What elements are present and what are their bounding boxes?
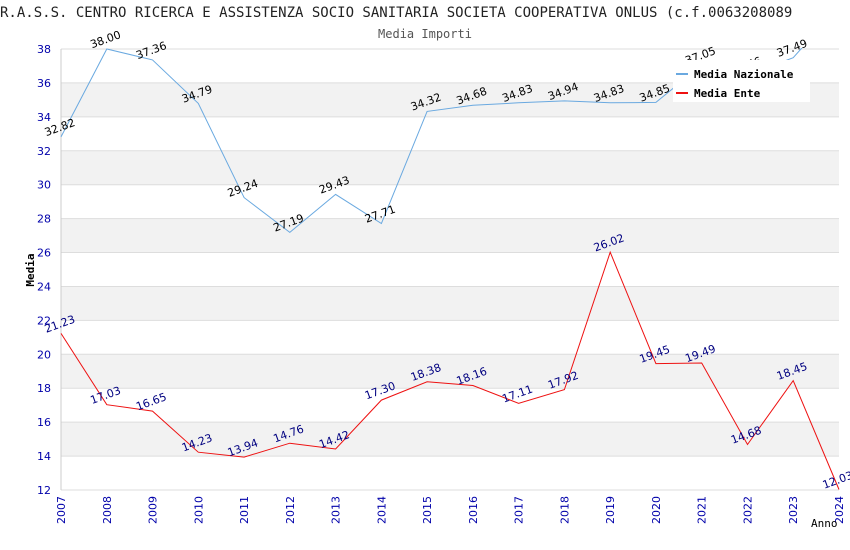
chart-subtitle: Media Importi [378,27,472,41]
grid-band [61,354,839,389]
x-tick-label: 2015 [421,496,434,524]
grid-band [61,422,839,457]
data-label: 37.36 [134,39,168,62]
y-tick-label: 20 [37,348,51,361]
legend: Media Nazionale Media Ente [673,60,810,102]
data-label: 37.49 [775,37,809,60]
x-axis-ticks: 2007 2008 2009 2010 2011 2012 2013 2014 2015 2016… [55,496,846,524]
y-tick-label: 22 [37,314,51,327]
chart-title: R.A.S.S. CENTRO RICERCA E ASSISTENZA SOC… [0,5,793,21]
x-tick-label: 2021 [696,496,709,524]
x-tick-label: 2020 [650,496,663,524]
grid-lines [60,48,839,491]
x-tick-label: 2017 [513,496,526,524]
legend-box [673,60,810,102]
grid-bands [61,82,839,457]
series-line-ente [60,250,840,490]
x-tick-label: 2019 [604,496,617,524]
y-tick-label: 18 [37,382,51,395]
y-tick-label: 38 [37,43,51,56]
data-label: 16.65 [134,390,168,413]
x-tick-label: 2024 [833,496,846,524]
x-tick-label: 2023 [787,496,800,524]
legend-label-nazionale: Media Nazionale [694,68,794,81]
x-tick-label: 2022 [741,496,754,524]
x-tick-label: 2012 [284,496,297,524]
data-label: 38.00 [89,28,123,51]
x-axis-title: Anno [811,517,838,530]
x-tick-label: 2013 [330,496,343,524]
y-tick-label: 28 [37,213,51,226]
x-tick-label: 2007 [55,496,68,524]
x-tick-label: 2014 [375,496,388,524]
y-tick-label: 26 [37,247,51,260]
grid-band [61,218,839,253]
grid-band [61,150,839,185]
y-axis-title: Media [24,253,37,286]
y-tick-label: 36 [37,77,51,90]
x-tick-label: 2009 [147,496,160,524]
y-tick-label: 24 [37,280,51,293]
x-tick-label: 2008 [101,496,114,524]
x-tick-label: 2018 [558,496,571,524]
data-label: 12.03 [821,469,850,492]
x-tick-label: 2011 [238,496,251,524]
y-tick-label: 32 [37,145,51,158]
y-tick-label: 34 [37,111,51,124]
y-axis-ticks: 12 14 16 18 20 22 24 26 28 30 32 34 36 38 [37,43,51,497]
x-tick-label: 2016 [467,496,480,524]
series-line-nazionale [60,48,803,234]
y-tick-label: 14 [37,450,51,463]
y-tick-label: 30 [37,179,51,192]
y-tick-label: 12 [37,484,51,497]
y-tick-label: 16 [37,416,51,429]
legend-label-ente: Media Ente [694,87,761,100]
grid-band [61,286,839,321]
x-tick-label: 2010 [192,496,205,524]
